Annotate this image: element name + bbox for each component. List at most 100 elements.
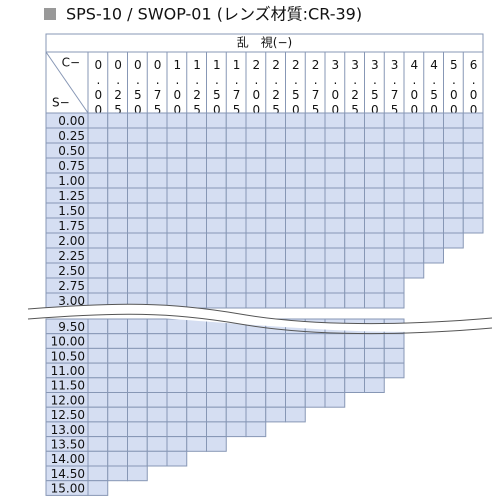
available-cell [344, 292, 365, 309]
available-cell [225, 142, 247, 159]
available-cell [146, 392, 168, 408]
available-cell [304, 333, 326, 349]
available-cell [127, 202, 148, 219]
column-label: 0.75 [151, 58, 165, 118]
available-cell [285, 172, 306, 189]
available-cell [285, 217, 306, 234]
available-cell [146, 247, 168, 264]
available-cell [285, 262, 306, 279]
available-cell [245, 217, 267, 234]
available-cell [285, 157, 306, 174]
available-cell [245, 277, 267, 294]
available-cell [186, 187, 207, 204]
available-cell [206, 127, 227, 144]
available-cell [166, 436, 188, 452]
available-cell [225, 187, 247, 204]
available-cell [146, 262, 168, 279]
available-cell [186, 406, 207, 423]
available-cell [423, 157, 444, 174]
available-cell [127, 465, 148, 482]
available-cell [166, 202, 188, 219]
available-cell [107, 187, 128, 204]
available-cell [304, 217, 326, 234]
available-cell [324, 172, 346, 189]
row-label: 0.50 [58, 144, 85, 158]
available-cell [107, 142, 128, 159]
available-cell [462, 187, 484, 204]
available-cell [423, 187, 444, 204]
available-cell [107, 333, 128, 349]
available-cell [107, 127, 128, 144]
available-cell [265, 127, 286, 144]
available-cell [206, 247, 227, 264]
available-cell [225, 247, 247, 264]
available-cell [186, 392, 207, 408]
available-cell [383, 277, 405, 294]
available-cell [107, 232, 128, 249]
row-label: 14.50 [51, 467, 85, 481]
available-cell [186, 112, 207, 129]
available-cell [324, 292, 346, 309]
row-label: 2.25 [58, 249, 85, 263]
available-cell [127, 318, 148, 335]
available-cell [245, 392, 267, 408]
available-cell [383, 187, 405, 204]
available-cell [462, 217, 484, 234]
available-cell [324, 333, 346, 349]
available-cell [107, 157, 128, 174]
available-cell [225, 406, 247, 423]
available-cell [245, 406, 267, 423]
available-cell [127, 142, 148, 159]
available-cell [423, 127, 444, 144]
available-cell [245, 247, 267, 264]
available-cell [186, 436, 207, 452]
available-cell [265, 333, 286, 349]
column-label: 2.75 [309, 58, 323, 118]
available-cell [225, 277, 247, 294]
available-cell [166, 333, 188, 349]
available-cell [225, 232, 247, 249]
available-cell [186, 157, 207, 174]
available-cell [225, 292, 247, 309]
available-cell [304, 362, 326, 379]
available-cell [265, 202, 286, 219]
available-cell [186, 172, 207, 189]
available-cell [403, 127, 425, 144]
available-cell [127, 421, 148, 438]
available-cell [166, 450, 188, 467]
available-cell [206, 436, 227, 452]
available-cell [127, 347, 148, 364]
available-cell [403, 157, 425, 174]
available-cell [146, 377, 168, 393]
available-cell [186, 262, 207, 279]
available-cell [245, 421, 267, 438]
available-cell [206, 362, 227, 379]
available-cell [324, 262, 346, 279]
available-cell [87, 112, 109, 129]
available-cell [225, 421, 247, 438]
available-cell [304, 157, 326, 174]
row-label: 1.75 [58, 219, 85, 233]
available-cell [146, 187, 168, 204]
available-cell [304, 127, 326, 144]
available-cell [403, 142, 425, 159]
available-cell [364, 277, 385, 294]
available-cell [383, 217, 405, 234]
title-marker [44, 8, 56, 20]
available-cell [265, 112, 286, 129]
available-cell [285, 232, 306, 249]
available-cell [285, 127, 306, 144]
column-label: 3.75 [388, 58, 402, 118]
available-cell [423, 112, 444, 129]
available-cell [383, 157, 405, 174]
column-label: 2.50 [289, 58, 303, 118]
available-cell [403, 187, 425, 204]
available-cell [127, 392, 148, 408]
available-cell [186, 202, 207, 219]
available-cell [265, 362, 286, 379]
available-cell [127, 217, 148, 234]
available-cell [87, 362, 109, 379]
available-cell [462, 157, 484, 174]
available-cell [166, 347, 188, 364]
